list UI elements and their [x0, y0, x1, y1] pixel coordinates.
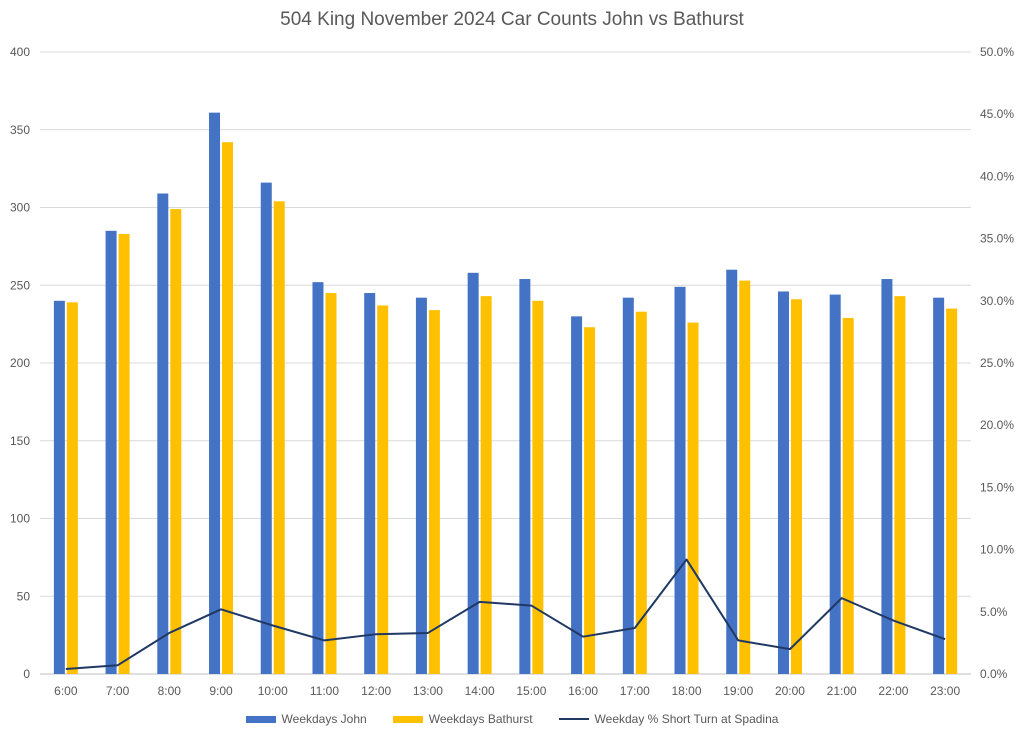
- y-right-tick-label: 15.0%: [980, 480, 1014, 494]
- bar-weekdays-john: [209, 112, 221, 674]
- y-right-tick-label: 40.0%: [980, 169, 1014, 183]
- legend-swatch-bathurst: [392, 715, 423, 723]
- legend-swatch-short-turn: [558, 718, 589, 720]
- legend-item-short-turn[interactable]: Weekday % Short Turn at Spadina: [558, 712, 779, 726]
- bar-weekdays-bathurst: [842, 317, 854, 674]
- bar-weekdays-bathurst: [894, 296, 906, 674]
- y-left-tick-label: 250: [10, 278, 30, 292]
- gridlines: [40, 51, 971, 675]
- x-tick-label: 7:00: [106, 684, 130, 698]
- bar-weekdays-john: [260, 182, 272, 674]
- bar-weekdays-john: [415, 297, 427, 674]
- bar-weekdays-john: [622, 297, 634, 674]
- x-tick-label: 15:00: [516, 684, 546, 698]
- x-tick-label: 16:00: [568, 684, 598, 698]
- x-tick-label: 17:00: [620, 684, 650, 698]
- legend-item-john[interactable]: Weekdays John: [245, 712, 367, 726]
- y-right-tick-label: 30.0%: [980, 294, 1014, 308]
- bar-weekdays-john: [726, 269, 738, 674]
- y-right-tick-label: 45.0%: [980, 107, 1014, 121]
- bar-weekdays-bathurst: [66, 302, 78, 674]
- legend-label-bathurst: Weekdays Bathurst: [428, 712, 533, 726]
- legend: Weekdays John Weekdays Bathurst Weekday …: [0, 712, 1024, 726]
- x-tick-label: 9:00: [209, 684, 233, 698]
- x-tick-label: 12:00: [361, 684, 391, 698]
- bar-weekdays-bathurst: [428, 310, 440, 674]
- bar-weekdays-bathurst: [480, 296, 492, 674]
- bar-weekdays-bathurst: [790, 299, 802, 674]
- bars: [53, 112, 958, 674]
- y-left-tick-label: 150: [10, 434, 30, 448]
- x-tick-label: 14:00: [465, 684, 495, 698]
- bar-weekdays-john: [312, 282, 324, 674]
- bar-weekdays-john: [519, 279, 531, 674]
- bar-weekdays-bathurst: [377, 305, 389, 674]
- chart-title: 504 King November 2024 Car Counts John v…: [280, 9, 744, 30]
- y-right-tick-label: 10.0%: [980, 543, 1014, 557]
- legend-swatch-john: [245, 715, 276, 723]
- legend-label-short-turn: Weekday % Short Turn at Spadina: [594, 712, 779, 726]
- x-tick-label: 18:00: [672, 684, 702, 698]
- y-right-tick-label: 5.0%: [980, 605, 1008, 619]
- x-tick-label: 22:00: [878, 684, 908, 698]
- bar-weekdays-bathurst: [118, 233, 130, 674]
- y-left-tick-label: 0: [23, 667, 30, 681]
- axis-labels: 0 50 100 150 200 250 300 350 400 0.0% 5.0% 10.0% 15.…: [10, 45, 1014, 698]
- bar-weekdays-john: [467, 272, 479, 674]
- x-tick-label: 23:00: [930, 684, 960, 698]
- bar-weekdays-john: [881, 279, 893, 674]
- bar-weekdays-john: [157, 193, 169, 674]
- bar-weekdays-bathurst: [325, 293, 337, 674]
- x-tick-label: 8:00: [158, 684, 182, 698]
- y-right-tick-label: 25.0%: [980, 356, 1014, 370]
- x-tick-label: 10:00: [258, 684, 288, 698]
- y-left-tick-label: 400: [10, 45, 30, 59]
- x-tick-label: 19:00: [723, 684, 753, 698]
- y-left-tick-label: 50: [17, 589, 31, 603]
- x-tick-label: 11:00: [310, 684, 339, 698]
- bar-weekdays-john: [571, 316, 583, 674]
- bar-weekdays-john: [53, 300, 65, 674]
- x-tick-label: 21:00: [827, 684, 857, 698]
- legend-label-john: Weekdays John: [281, 712, 367, 726]
- bar-weekdays-john: [829, 294, 841, 674]
- bar-weekdays-bathurst: [687, 322, 699, 674]
- x-tick-label: 20:00: [775, 684, 805, 698]
- x-tick-label: 6:00: [54, 684, 78, 698]
- bar-weekdays-bathurst: [584, 327, 596, 674]
- bar-weekdays-john: [105, 230, 117, 674]
- y-left-tick-label: 200: [10, 356, 30, 370]
- x-tick-label: 13:00: [413, 684, 443, 698]
- y-right-tick-label: 50.0%: [980, 45, 1014, 59]
- y-right-tick-label: 35.0%: [980, 232, 1014, 246]
- line-short-turn: [65, 558, 946, 671]
- bar-weekdays-bathurst: [532, 300, 544, 674]
- y-left-tick-label: 100: [10, 512, 30, 526]
- legend-item-bathurst[interactable]: Weekdays Bathurst: [392, 712, 533, 726]
- bar-weekdays-bathurst: [739, 280, 751, 674]
- y-right-tick-label: 20.0%: [980, 418, 1014, 432]
- y-right-tick-label: 0.0%: [980, 667, 1008, 681]
- bar-weekdays-john: [933, 297, 945, 674]
- bar-weekdays-bathurst: [170, 209, 182, 674]
- bar-weekdays-john: [364, 293, 376, 674]
- y-left-tick-label: 350: [10, 123, 30, 137]
- bar-weekdays-bathurst: [946, 308, 958, 674]
- bar-weekdays-john: [674, 286, 686, 674]
- line-series: [65, 558, 946, 671]
- bar-weekdays-bathurst: [222, 142, 234, 674]
- bar-weekdays-john: [777, 291, 789, 674]
- bar-weekdays-bathurst: [635, 311, 647, 674]
- bar-weekdays-bathurst: [273, 201, 285, 674]
- y-left-tick-label: 300: [10, 201, 30, 215]
